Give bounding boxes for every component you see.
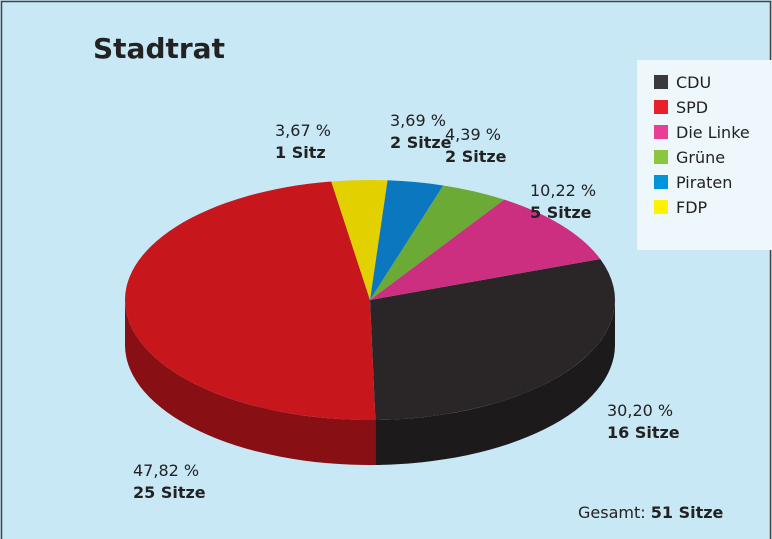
total-value: 51 Sitze: [651, 503, 724, 522]
slice-side: [375, 300, 615, 465]
slice: [370, 180, 444, 300]
value-label: 30,20 %: [607, 401, 673, 420]
value-label: 4,39 %: [445, 125, 501, 144]
legend-swatch: [654, 100, 668, 114]
slice: [331, 180, 388, 300]
seat-label: 2 Sitze: [390, 133, 452, 152]
legend-label: Die Linke: [676, 123, 750, 142]
legend-label: SPD: [676, 98, 708, 117]
total: Gesamt: 51 Sitze: [578, 503, 724, 522]
legend-swatch: [654, 150, 668, 164]
seat-label: 16 Sitze: [607, 423, 680, 442]
value-label: 3,69 %: [390, 111, 446, 130]
slice: [370, 258, 615, 420]
legend-swatch: [654, 125, 668, 139]
slice-side: [125, 300, 376, 465]
seat-label: 1 Sitz: [275, 143, 326, 162]
value-label: 10,22 %: [530, 181, 596, 200]
chart-title: Stadtrat: [93, 32, 225, 65]
legend-label: CDU: [676, 73, 711, 92]
slice: [370, 185, 505, 300]
legend-swatch: [654, 200, 668, 214]
legend-swatch: [654, 75, 668, 89]
seat-label: 2 Sitze: [445, 147, 507, 166]
slice: [124, 181, 376, 420]
legend-label: Piraten: [676, 173, 732, 192]
legend-label: FDP: [676, 198, 708, 217]
seat-label: 25 Sitze: [133, 483, 206, 502]
legend-swatch: [654, 175, 668, 189]
total-label: Gesamt:: [578, 503, 646, 522]
pie: [124, 180, 615, 465]
seat-label: 5 Sitze: [530, 203, 592, 222]
legend-label: Grüne: [676, 148, 725, 167]
value-label: 47,82 %: [133, 461, 199, 480]
slice: [370, 199, 601, 300]
value-label: 3,67 %: [275, 121, 331, 140]
